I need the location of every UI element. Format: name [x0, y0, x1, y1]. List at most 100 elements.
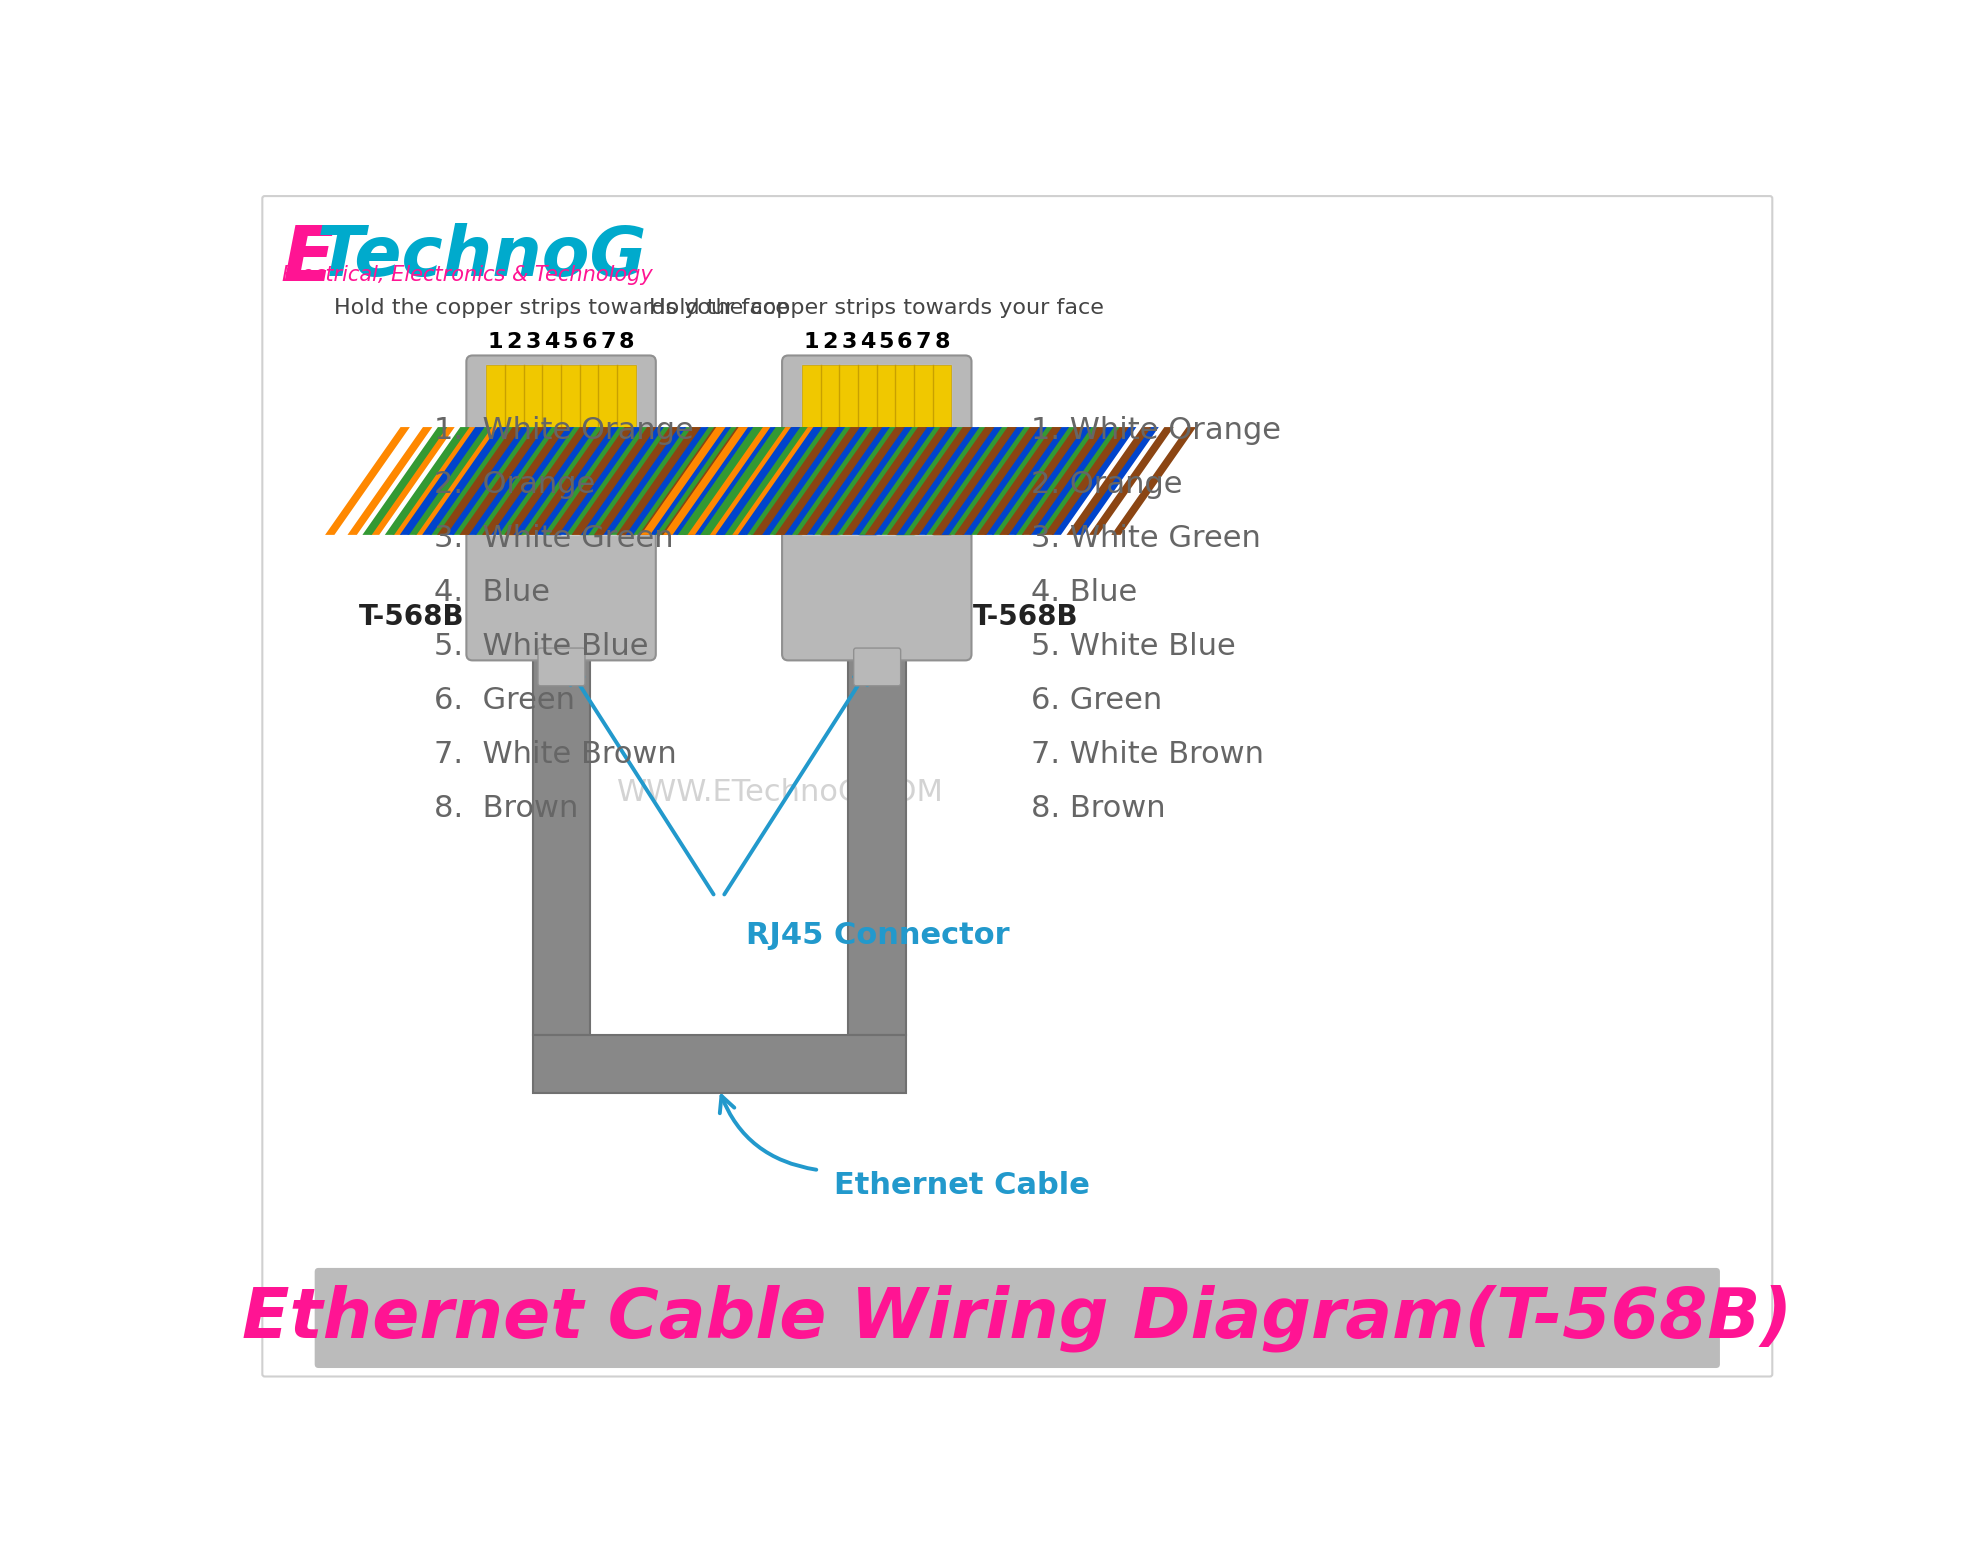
Polygon shape: [812, 427, 897, 536]
Polygon shape: [347, 427, 433, 536]
Polygon shape: [1022, 427, 1106, 536]
Text: 2. Orange: 2. Orange: [1030, 470, 1183, 500]
Text: 1: 1: [488, 332, 504, 352]
Text: 6: 6: [582, 332, 597, 352]
Polygon shape: [631, 427, 717, 536]
Text: 3.  White Green: 3. White Green: [435, 525, 673, 553]
Polygon shape: [466, 427, 552, 536]
Polygon shape: [798, 427, 883, 536]
Polygon shape: [415, 427, 500, 536]
Text: T-568B: T-568B: [973, 603, 1078, 631]
Polygon shape: [1112, 427, 1197, 536]
Polygon shape: [437, 427, 522, 536]
Text: 4. Blue: 4. Blue: [1030, 578, 1137, 607]
Bar: [532, 654, 590, 1035]
Text: 7.  White Brown: 7. White Brown: [435, 740, 677, 769]
Polygon shape: [977, 427, 1062, 536]
Polygon shape: [752, 427, 838, 536]
Polygon shape: [917, 427, 1002, 536]
Polygon shape: [998, 427, 1084, 536]
Text: T-568B: T-568B: [359, 603, 464, 631]
Polygon shape: [691, 427, 776, 536]
Polygon shape: [955, 427, 1040, 536]
Polygon shape: [496, 427, 582, 536]
Polygon shape: [730, 427, 816, 536]
Text: 4.  Blue: 4. Blue: [435, 578, 550, 607]
Text: 5.  White Blue: 5. White Blue: [435, 632, 649, 662]
Text: 5. White Blue: 5. White Blue: [1030, 632, 1235, 662]
Text: 4: 4: [544, 332, 560, 352]
Text: 8: 8: [935, 332, 951, 352]
Polygon shape: [669, 427, 754, 536]
Polygon shape: [707, 427, 790, 536]
Polygon shape: [790, 427, 875, 536]
Text: 2: 2: [506, 332, 522, 352]
Polygon shape: [933, 427, 1016, 536]
Polygon shape: [744, 427, 830, 536]
Polygon shape: [933, 427, 1016, 536]
Bar: [486, 366, 635, 427]
Text: 7: 7: [915, 332, 931, 352]
Bar: [532, 1035, 905, 1093]
Polygon shape: [758, 427, 844, 536]
Polygon shape: [429, 427, 514, 536]
Polygon shape: [836, 427, 919, 536]
Bar: [617, 427, 635, 536]
Polygon shape: [542, 427, 627, 536]
Polygon shape: [723, 427, 808, 536]
Polygon shape: [776, 427, 860, 536]
Polygon shape: [617, 427, 701, 536]
Text: 7. White Brown: 7. White Brown: [1030, 740, 1264, 769]
Polygon shape: [586, 427, 671, 536]
Polygon shape: [887, 427, 973, 536]
Bar: [822, 427, 840, 536]
Polygon shape: [699, 427, 784, 536]
Polygon shape: [679, 427, 762, 536]
Polygon shape: [572, 427, 657, 536]
Polygon shape: [572, 427, 657, 536]
Text: 3: 3: [842, 332, 856, 352]
Text: WWW.ETechnoG.COM: WWW.ETechnoG.COM: [617, 778, 945, 808]
Polygon shape: [647, 427, 730, 536]
FancyBboxPatch shape: [782, 355, 971, 660]
Text: TechnoG: TechnoG: [316, 223, 647, 290]
Text: 8.  Brown: 8. Brown: [435, 794, 578, 822]
Bar: [599, 427, 617, 536]
Text: 7: 7: [599, 332, 615, 352]
Polygon shape: [1066, 427, 1151, 536]
Polygon shape: [738, 427, 822, 536]
Text: 1.  White Orange: 1. White Orange: [435, 416, 695, 445]
Polygon shape: [677, 427, 760, 536]
Polygon shape: [713, 427, 798, 536]
Polygon shape: [925, 427, 1010, 536]
Polygon shape: [977, 427, 1062, 536]
Polygon shape: [796, 427, 881, 536]
Polygon shape: [820, 427, 905, 536]
Bar: [933, 427, 951, 536]
Polygon shape: [520, 427, 603, 536]
Polygon shape: [363, 427, 447, 536]
Text: Hold the copper strips towards your face: Hold the copper strips towards your face: [333, 297, 788, 318]
Bar: [580, 427, 597, 536]
Text: 3. White Green: 3. White Green: [1030, 525, 1260, 553]
Bar: [840, 427, 858, 536]
Polygon shape: [858, 427, 943, 536]
Polygon shape: [504, 427, 590, 536]
Polygon shape: [393, 427, 476, 536]
Polygon shape: [326, 427, 409, 536]
Polygon shape: [798, 427, 883, 536]
Polygon shape: [526, 427, 611, 536]
FancyBboxPatch shape: [262, 196, 1773, 1376]
Polygon shape: [661, 427, 746, 536]
Polygon shape: [820, 427, 905, 536]
Bar: [802, 427, 820, 536]
Polygon shape: [955, 427, 1040, 536]
Text: 1: 1: [804, 332, 820, 352]
Polygon shape: [437, 427, 522, 536]
Polygon shape: [850, 427, 935, 536]
Polygon shape: [963, 427, 1046, 536]
Bar: [506, 427, 524, 536]
Bar: [877, 427, 895, 536]
Polygon shape: [909, 427, 994, 536]
Polygon shape: [550, 427, 633, 536]
